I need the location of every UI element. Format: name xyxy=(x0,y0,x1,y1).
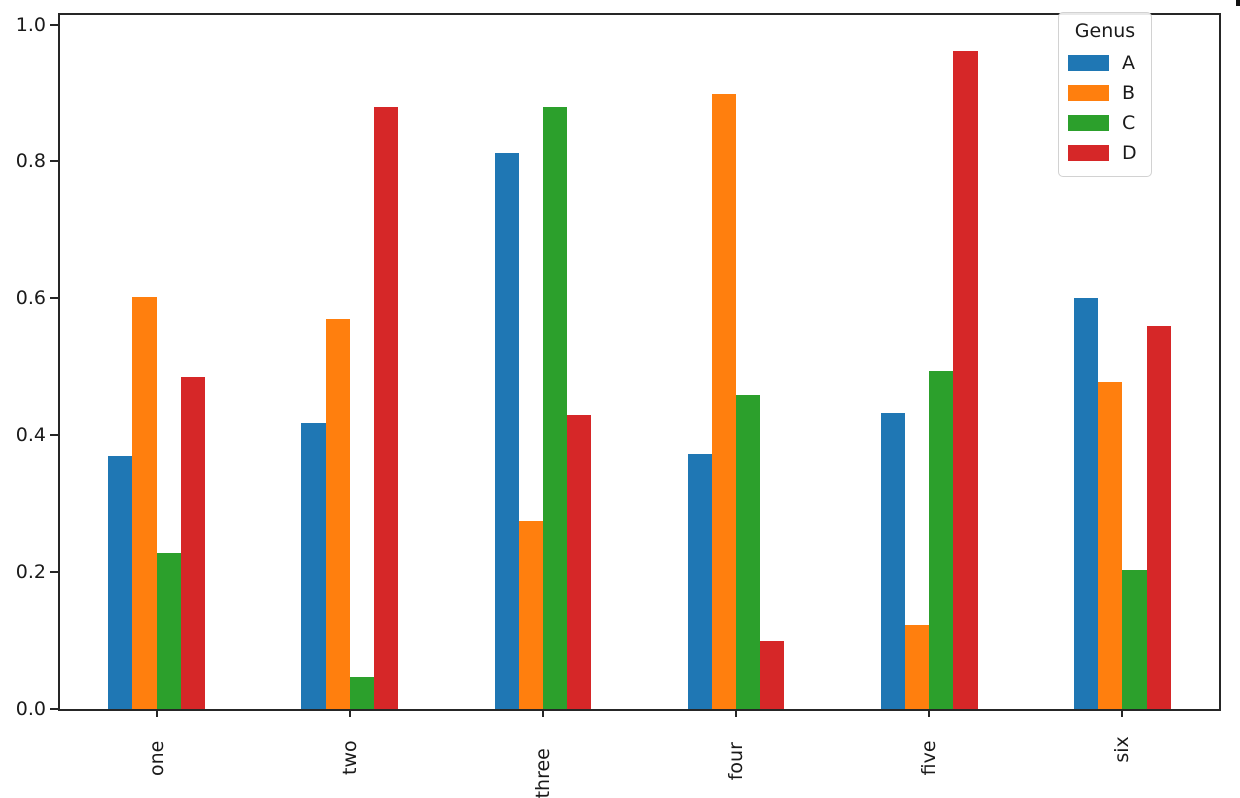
x-axis-tick xyxy=(348,709,351,717)
x-axis-tick-label: six xyxy=(1111,736,1134,763)
plot-area: 0.0 0.2 0.4 0.6 0.8 1.0 one two three four five six xyxy=(16,13,1221,798)
bar-B-five xyxy=(905,624,930,709)
bar-D-four xyxy=(760,641,785,709)
bar-D-three xyxy=(567,414,592,709)
legend-title: Genus xyxy=(1074,20,1136,42)
y-axis-tick-label: 0.0 xyxy=(15,698,46,720)
bar-C-two xyxy=(349,676,374,709)
y-axis-tick-label: 0.4 xyxy=(15,424,46,447)
x-axis-tick xyxy=(735,709,738,717)
legend-swatch-icon xyxy=(1068,145,1109,161)
legend-entry-label: D xyxy=(1122,142,1137,164)
bar-C-three xyxy=(542,107,568,709)
bar-B-three xyxy=(518,520,543,709)
x-axis-tick xyxy=(928,709,931,717)
bar-B-two xyxy=(325,318,350,709)
x-axis-tick xyxy=(155,709,158,717)
y-axis-tick-label: 0.8 xyxy=(15,150,46,173)
bar-A-two xyxy=(301,422,326,709)
bar-B-four xyxy=(711,94,737,709)
y-axis-tick xyxy=(50,23,58,26)
legend-entry-label: C xyxy=(1122,112,1136,134)
x-axis-tick-label: two xyxy=(338,740,361,775)
legend-entry-label: B xyxy=(1122,82,1136,104)
legend-entry-B: B xyxy=(1068,78,1142,108)
legend-entry-label: A xyxy=(1122,52,1135,74)
bar-C-four xyxy=(736,394,761,709)
y-axis-tick-label: 1.0 xyxy=(15,13,46,36)
x-axis-tick-label: five xyxy=(918,740,941,776)
bar-A-one xyxy=(108,455,133,709)
bar-A-six xyxy=(1074,297,1099,709)
bar-C-six xyxy=(1122,570,1147,709)
legend-entry-A: A xyxy=(1068,48,1142,78)
bar-A-four xyxy=(687,453,712,709)
y-axis-tick-label: 0.6 xyxy=(15,287,46,310)
bar-A-three xyxy=(494,152,519,709)
x-axis-tick xyxy=(1121,709,1124,717)
y-axis-tick xyxy=(50,160,58,163)
x-axis-tick-label: one xyxy=(145,740,168,777)
y-axis-tick xyxy=(50,297,58,300)
bar-D-two xyxy=(373,106,399,709)
bar-B-one xyxy=(132,296,157,709)
y-axis-tick xyxy=(50,708,58,710)
x-axis-tick-label: three xyxy=(531,748,554,798)
bar-D-one xyxy=(180,377,205,709)
x-axis-tick xyxy=(541,709,544,717)
bar-C-five xyxy=(929,370,954,709)
legend-entry-C: C xyxy=(1068,108,1142,138)
bar-D-five xyxy=(953,50,978,709)
bar-C-one xyxy=(156,552,181,709)
bar-B-six xyxy=(1098,381,1123,709)
y-axis-tick-label: 0.2 xyxy=(15,561,46,584)
screen-edge-artifact xyxy=(1236,0,1240,6)
bar-D-six xyxy=(1146,325,1171,709)
x-axis-tick-label: four xyxy=(725,742,748,781)
legend-swatch-icon xyxy=(1068,115,1109,131)
bar-A-five xyxy=(880,412,906,709)
legend-swatch-icon xyxy=(1068,55,1109,71)
y-axis-tick xyxy=(50,434,58,437)
legend-swatch-icon xyxy=(1068,85,1109,101)
y-axis-tick xyxy=(50,571,58,574)
legend-entry-D: D xyxy=(1068,138,1142,168)
